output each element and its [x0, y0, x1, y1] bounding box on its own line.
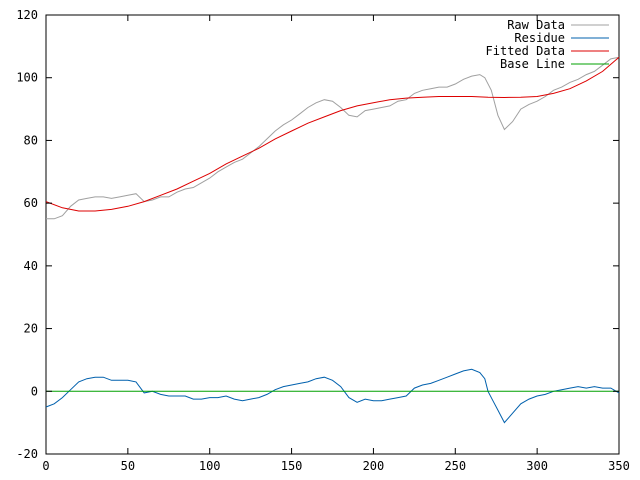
x-tick-label: 250 — [444, 459, 466, 473]
y-tick-label: 0 — [31, 384, 38, 398]
plot-frame — [45, 14, 620, 455]
y-tick-label: -20 — [16, 447, 38, 461]
x-tick-label: 150 — [281, 459, 303, 473]
legend-label-base-line: Base Line — [500, 57, 565, 71]
legend-label-residue: Residue — [514, 31, 565, 45]
x-tick-label: 50 — [121, 459, 135, 473]
x-tick-label: 0 — [42, 459, 49, 473]
y-tick-label: 100 — [16, 71, 38, 85]
y-tick-label: 40 — [24, 259, 38, 273]
series-line-fitted-data — [45, 56, 620, 212]
y-tick-label: 20 — [24, 322, 38, 336]
series-line-raw-data — [46, 56, 620, 220]
y-tick-label: 80 — [24, 133, 38, 147]
x-tick-label: 200 — [363, 459, 385, 473]
axes-layer: 0 50 100 150 200 250 300 350 -20 0 20 40 60 80 100 120 — [16, 8, 630, 473]
series-layer — [45, 56, 620, 424]
x-tick-label: 100 — [199, 459, 221, 473]
x-tick-label: 300 — [526, 459, 548, 473]
series-line-residue — [45, 368, 620, 424]
legend-label-raw-data: Raw Data — [507, 18, 565, 32]
x-tick-label: 350 — [608, 459, 630, 473]
legend-label-fitted-data: Fitted Data — [486, 44, 565, 58]
y-tick-label: 60 — [24, 196, 38, 210]
y-tick-label: 120 — [16, 8, 38, 22]
